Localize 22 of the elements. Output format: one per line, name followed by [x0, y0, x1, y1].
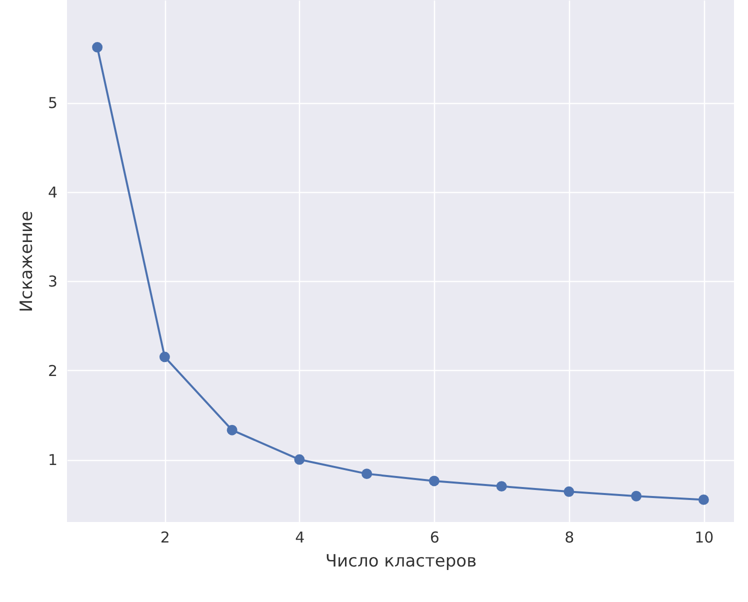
x-tick-label: 10	[694, 528, 714, 546]
y-axis-title: Искажение	[16, 210, 37, 312]
x-tick-label: 4	[295, 528, 305, 546]
point	[362, 468, 372, 480]
x-tick-label: 6	[430, 528, 440, 546]
y-tick-label: 1	[48, 451, 58, 470]
y-tick-label: 4	[48, 183, 58, 202]
x-tick-label: 8	[564, 528, 574, 546]
y-tick-label: 3	[48, 272, 58, 291]
y-tick-label: 5	[48, 94, 58, 112]
point	[92, 42, 103, 53]
point	[564, 486, 574, 497]
point	[428, 476, 440, 486]
point	[496, 481, 507, 492]
x-tick-label: 2	[160, 528, 170, 546]
x-axis-title: Число кластеров	[325, 552, 477, 572]
y-tick-label: 2	[48, 362, 58, 380]
point	[631, 490, 642, 502]
point	[294, 454, 305, 465]
point	[226, 424, 238, 436]
point	[698, 494, 709, 505]
point	[159, 352, 170, 362]
